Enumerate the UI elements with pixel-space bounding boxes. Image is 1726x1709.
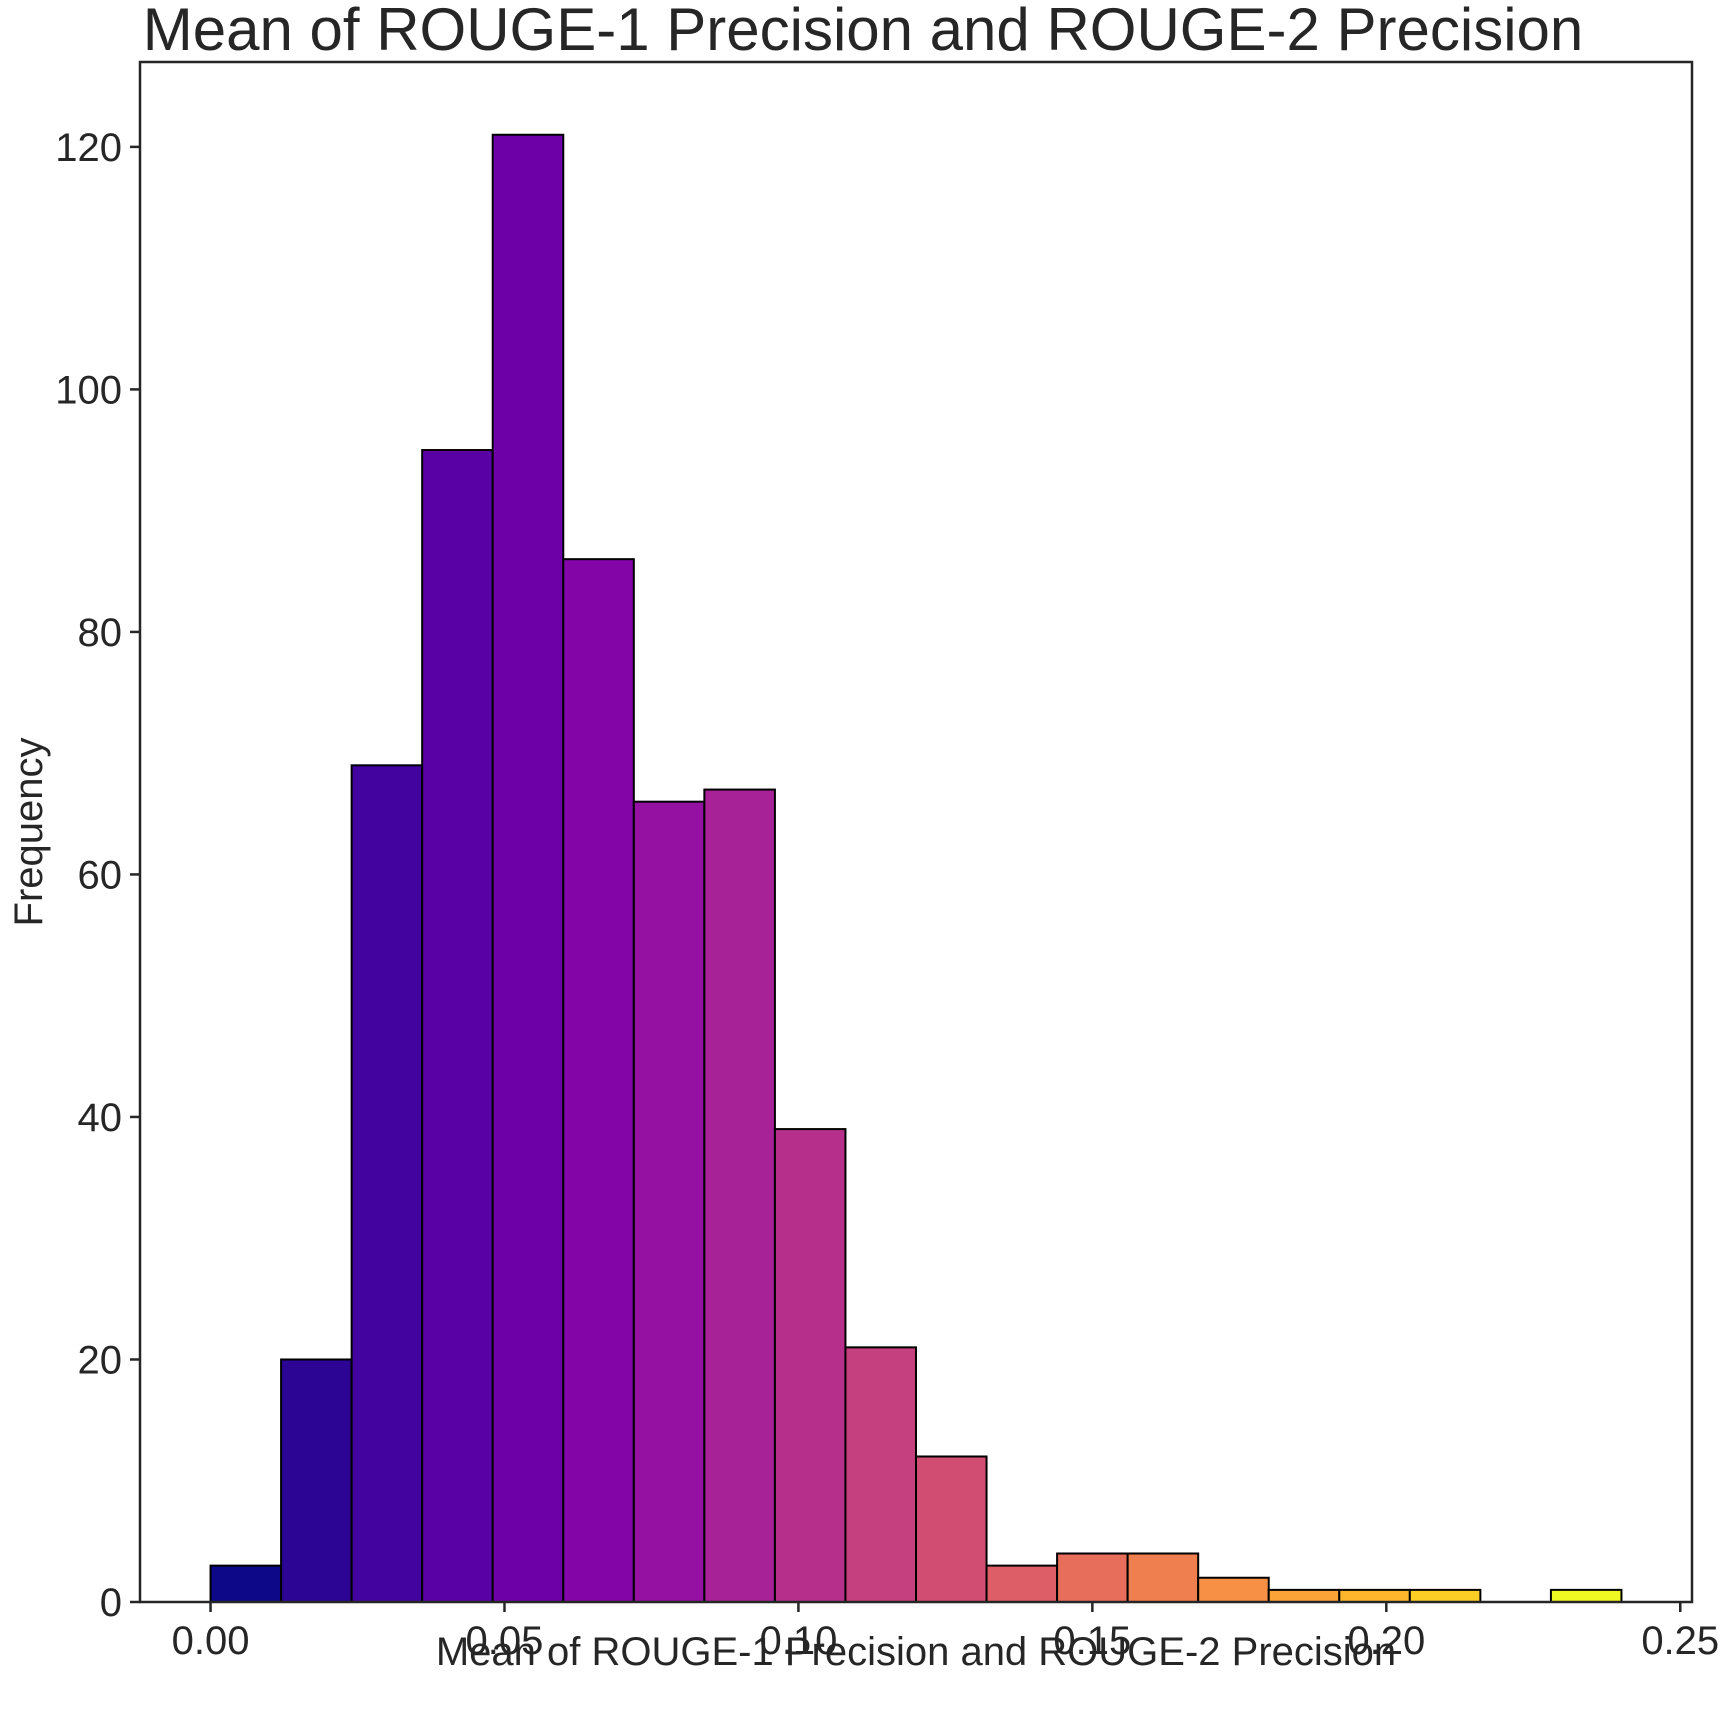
y-axis-label: Frequency xyxy=(7,738,51,927)
histogram-bar xyxy=(350,764,424,1603)
y-tick-label: 40 xyxy=(78,1096,123,1140)
histogram-bar xyxy=(703,788,776,1603)
histogram-bar xyxy=(632,800,706,1603)
histogram-bar xyxy=(421,449,494,1603)
histogram-bar xyxy=(280,1358,353,1604)
histogram-bar xyxy=(1408,1588,1482,1604)
x-tick-label: 0.00 xyxy=(172,1619,250,1663)
histogram-bar xyxy=(1197,1576,1270,1604)
histogram-bar xyxy=(985,1564,1059,1604)
plot-frame xyxy=(138,60,1694,1604)
y-tick-label: 20 xyxy=(78,1338,123,1382)
histogram-bar xyxy=(773,1128,847,1604)
bars-group xyxy=(209,133,1623,1604)
histogram-bar xyxy=(1338,1588,1411,1604)
x-tick-label: 0.05 xyxy=(466,1619,544,1663)
histogram-bar xyxy=(209,1564,283,1604)
x-tick-label: 0.25 xyxy=(1641,1619,1719,1663)
y-tick-label: 60 xyxy=(78,853,123,897)
histogram-bar xyxy=(1267,1588,1341,1604)
histogram-bar xyxy=(1056,1552,1129,1604)
x-tick-label: 0.10 xyxy=(759,1619,837,1663)
y-tick-label: 0 xyxy=(100,1581,122,1625)
x-tick-label: 0.15 xyxy=(1053,1619,1131,1663)
x-axis-label: Mean of ROUGE-1 Precision and ROUGE-2 Pr… xyxy=(436,1630,1396,1674)
histogram-bar xyxy=(844,1346,917,1604)
y-tick-label: 100 xyxy=(55,368,122,412)
histogram-bar xyxy=(1126,1552,1200,1604)
histogram-bar xyxy=(491,133,565,1604)
y-tick-label: 80 xyxy=(78,611,123,655)
chart-title: Mean of ROUGE-1 Precision and ROUGE-2 Pr… xyxy=(143,0,1584,63)
y-axis-ticks: 0 20 40 60 80 100 120 xyxy=(55,126,140,1625)
histogram-bar xyxy=(562,558,635,1603)
x-tick-label: 0.20 xyxy=(1347,1619,1425,1663)
histogram-bar xyxy=(1549,1588,1623,1604)
histogram-bar xyxy=(915,1455,988,1603)
y-tick-label: 120 xyxy=(55,126,122,170)
x-axis-ticks: 0.00 0.05 0.10 0.15 0.20 0.25 xyxy=(172,1602,1719,1663)
